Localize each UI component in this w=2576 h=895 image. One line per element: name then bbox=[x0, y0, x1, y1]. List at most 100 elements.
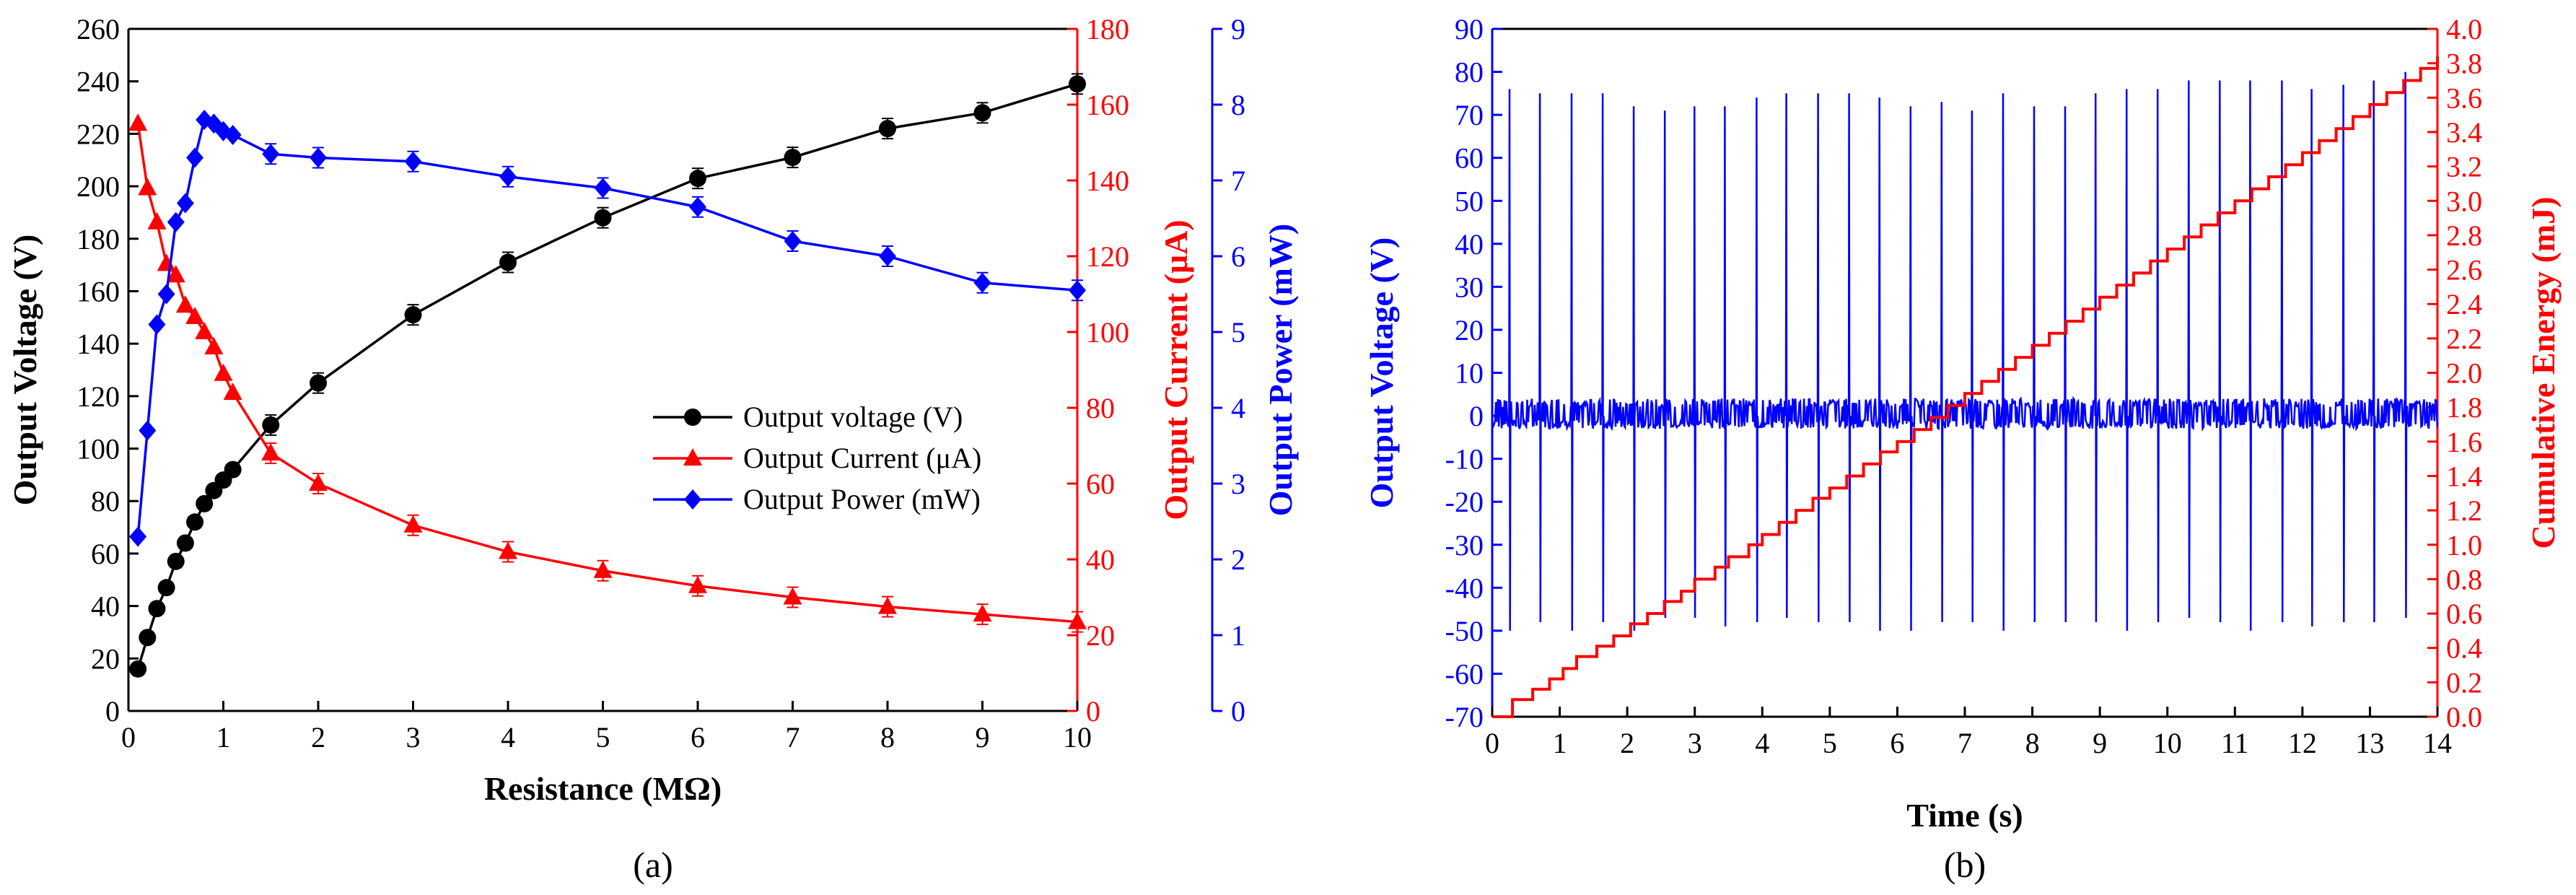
data-point-power bbox=[784, 231, 802, 251]
panel-label-a: (a) bbox=[633, 844, 673, 885]
y-energy-tick-label: 3.0 bbox=[2446, 185, 2482, 217]
y-energy-tick-label: 3.2 bbox=[2446, 151, 2482, 183]
x-tick-label: 1 bbox=[1553, 727, 1567, 759]
data-point-power bbox=[594, 178, 612, 198]
legend-label-power: Output Power (mW) bbox=[743, 483, 981, 515]
data-point-current bbox=[175, 295, 195, 313]
y-energy-tick-label: 1.6 bbox=[2446, 426, 2482, 458]
x-tick-label: 0 bbox=[1485, 727, 1499, 759]
y-energy-tick-label: 1.0 bbox=[2446, 529, 2482, 562]
y-power-tick-label: 7 bbox=[1231, 165, 1245, 197]
x-tick-label: 8 bbox=[880, 721, 895, 754]
y-voltage-tick-label: 70 bbox=[1455, 99, 1484, 131]
data-point-voltage bbox=[139, 629, 157, 647]
y-power-tick-label: 4 bbox=[1231, 392, 1245, 424]
series-line-energy bbox=[1492, 56, 2439, 718]
x-tick-label: 5 bbox=[1823, 727, 1837, 759]
data-point-current bbox=[973, 604, 992, 622]
data-point-current bbox=[783, 587, 802, 605]
legend-marker-current bbox=[683, 448, 702, 466]
x-tick-label: 1 bbox=[216, 721, 231, 754]
y-axis-power-title: Output Power (mW) bbox=[1262, 224, 1299, 516]
data-point-current bbox=[593, 560, 613, 578]
data-point-current bbox=[138, 178, 157, 196]
y-current-tick-label: 20 bbox=[1086, 619, 1115, 652]
data-point-current bbox=[499, 541, 517, 559]
y-power-tick-label: 8 bbox=[1231, 89, 1245, 121]
x-tick-label: 8 bbox=[2025, 727, 2040, 759]
legend-label-current: Output Current (μA) bbox=[743, 442, 981, 474]
y-power-tick-label: 9 bbox=[1231, 13, 1245, 45]
x-tick-label: 10 bbox=[1063, 721, 1092, 754]
data-point-current bbox=[128, 113, 148, 131]
data-point-power bbox=[148, 314, 166, 335]
data-point-power bbox=[157, 284, 175, 305]
y-voltage-tick-label: -10 bbox=[1445, 443, 1484, 476]
y-energy-tick-label: 1.2 bbox=[2446, 494, 2482, 527]
data-point-voltage bbox=[157, 579, 175, 597]
y-voltage-tick-label: -70 bbox=[1445, 701, 1484, 733]
data-point-power bbox=[404, 151, 422, 172]
data-point-current bbox=[185, 307, 205, 324]
y-axis-energy-title: Cumulative Energy (mJ) bbox=[2525, 196, 2562, 549]
data-point-voltage bbox=[973, 104, 991, 122]
chart-panel-b: 0 1 2 3 4 5 6 7 8 9 10 11 12 13 14-70-60-50-40-30-20-1… bbox=[1363, 13, 2562, 834]
data-point-power bbox=[973, 272, 991, 293]
y-energy-tick-label: 0.0 bbox=[2446, 701, 2482, 733]
data-point-voltage bbox=[1069, 75, 1086, 93]
x-tick-label: 14 bbox=[2423, 727, 2452, 759]
y-voltage-tick-label: -40 bbox=[1445, 572, 1484, 604]
y-voltage-tick-label: 140 bbox=[76, 328, 120, 360]
y-power-tick-label: 2 bbox=[1231, 543, 1245, 576]
data-point-power bbox=[879, 246, 896, 266]
y-voltage-tick-label: 100 bbox=[76, 433, 120, 466]
data-point-voltage bbox=[689, 170, 706, 188]
y-voltage-tick-label: 10 bbox=[1455, 357, 1484, 390]
y-axis-voltage-title: Output Voltage (V) bbox=[6, 235, 43, 506]
y-voltage-tick-label: 40 bbox=[1455, 228, 1484, 261]
series-line-voltage bbox=[1491, 71, 2439, 631]
y-energy-tick-label: 3.8 bbox=[2446, 48, 2482, 80]
y-voltage-tick-label: 40 bbox=[91, 590, 120, 623]
y-power-tick-label: 0 bbox=[1231, 695, 1245, 728]
y-power-tick-label: 5 bbox=[1231, 316, 1245, 349]
y-current-tick-label: 80 bbox=[1086, 392, 1115, 424]
x-tick-label: 9 bbox=[976, 721, 990, 754]
data-point-voltage bbox=[196, 494, 214, 512]
data-point-current bbox=[195, 322, 214, 339]
data-point-voltage bbox=[129, 660, 147, 678]
y-voltage-tick-label: 0 bbox=[1469, 400, 1484, 432]
y-energy-tick-label: 3.4 bbox=[2446, 116, 2482, 149]
x-tick-label: 12 bbox=[2288, 727, 2317, 759]
data-point-current bbox=[223, 383, 242, 400]
y-voltage-tick-label: 30 bbox=[1455, 271, 1484, 303]
data-point-voltage bbox=[594, 209, 612, 227]
data-point-power bbox=[129, 526, 147, 547]
y-voltage-tick-label: -50 bbox=[1445, 615, 1484, 647]
data-point-power bbox=[1069, 280, 1086, 301]
y-voltage-tick-label: 220 bbox=[76, 118, 120, 150]
y-voltage-tick-label: -60 bbox=[1445, 658, 1484, 690]
y-power-tick-label: 6 bbox=[1231, 240, 1245, 273]
data-point-current bbox=[157, 253, 176, 271]
x-tick-label: 9 bbox=[2093, 727, 2107, 759]
data-point-current bbox=[878, 596, 897, 614]
x-tick-label: 2 bbox=[311, 721, 325, 754]
legend-label-voltage: Output voltage (V) bbox=[743, 401, 963, 433]
data-point-voltage bbox=[262, 416, 280, 434]
y-voltage-tick-label: 80 bbox=[1455, 56, 1484, 89]
y-voltage-tick-label: 20 bbox=[1455, 314, 1484, 346]
y-energy-tick-label: 0.2 bbox=[2446, 666, 2482, 699]
y-current-tick-label: 160 bbox=[1086, 89, 1129, 121]
y-voltage-tick-label: 120 bbox=[76, 380, 120, 413]
data-point-voltage bbox=[148, 600, 166, 618]
y-energy-tick-label: 2.2 bbox=[2446, 323, 2482, 355]
data-point-voltage bbox=[186, 513, 204, 531]
x-tick-label: 4 bbox=[1755, 727, 1769, 759]
data-point-power bbox=[139, 420, 157, 441]
y-voltage-tick-label: 200 bbox=[76, 170, 120, 203]
y-voltage-tick-label: 240 bbox=[76, 66, 120, 98]
y-current-tick-label: 140 bbox=[1086, 165, 1129, 197]
data-point-power bbox=[224, 125, 242, 145]
y-current-tick-label: 100 bbox=[1086, 316, 1129, 349]
